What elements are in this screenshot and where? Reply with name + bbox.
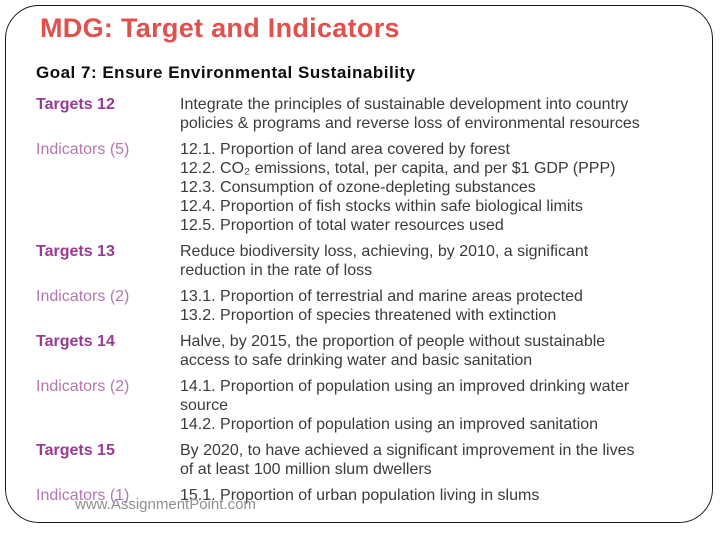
content-line: 13.1. Proportion of terrestrial and mari…	[180, 288, 583, 305]
table-row: Indicators (1) 15.1. Proportion of urban …	[36, 486, 714, 505]
goal-heading: Goal 7: Ensure Environmental Sustainabil…	[36, 63, 416, 82]
table-row: Targets 15 By 2020, to have achieved a si…	[36, 441, 714, 479]
table-row: Indicators (2) 14.1. Proportion of popula…	[36, 377, 714, 434]
content-line: Integrate the principles of sustainable …	[180, 96, 629, 113]
row-content: 13.1. Proportion of terrestrial and mari…	[180, 287, 714, 325]
content-line: of at least 100 million slum dwellers	[180, 461, 432, 478]
row-label: Indicators (2)	[36, 288, 130, 305]
table-row: Targets 14 Halve, by 2015, the proportion…	[36, 332, 714, 370]
row-content: Halve, by 2015, the proportion of people…	[180, 332, 714, 370]
row-label: Targets 13	[36, 243, 115, 260]
row-label: Targets 14	[36, 333, 115, 350]
table-row: Targets 12 Integrate the principles of su…	[36, 95, 714, 133]
row-label: Indicators (2)	[36, 378, 130, 395]
row-content: 15.1. Proportion of urban population liv…	[180, 486, 714, 505]
content-line: Reduce biodiversity loss, achieving, by …	[180, 243, 589, 260]
row-content: By 2020, to have achieved a significant …	[180, 441, 714, 479]
table-row: Targets 13 Reduce biodiversity loss, achi…	[36, 242, 714, 280]
content-line: 12.5. Proportion of total water resource…	[180, 217, 504, 234]
content-line: reduction in the rate of loss	[180, 262, 373, 279]
content-line: 14.2. Proportion of population using an …	[180, 416, 599, 433]
content-line: policies & programs and reverse loss of …	[180, 115, 640, 132]
row-label: Indicators (1)	[36, 487, 130, 504]
content-line: 12.1. Proportion of land area covered by…	[180, 141, 510, 158]
row-label: Indicators (5)	[36, 141, 130, 158]
content-line: By 2020, to have achieved a significant …	[180, 442, 635, 459]
row-label: Targets 12	[36, 96, 115, 113]
row-content: Integrate the principles of sustainable …	[180, 95, 714, 133]
content-line: access to safe drinking water and basic …	[180, 352, 533, 369]
watermark-text: www.AssignmentPoint.com	[75, 496, 256, 513]
slide-title: MDG: Target and Indicators	[40, 13, 400, 43]
content-line: 12.3. Consumption of ozone-depleting sub…	[180, 179, 536, 196]
slide-border	[5, 5, 713, 523]
content-line: 12.2. CO₂ emissions, total, per capita, …	[180, 160, 616, 177]
row-content: 14.1. Proportion of population using an …	[180, 377, 714, 434]
row-content: 12.1. Proportion of land area covered by…	[180, 140, 714, 235]
content-line: source	[180, 397, 229, 414]
content-line: Halve, by 2015, the proportion of people…	[180, 333, 606, 350]
content-line: 15.1. Proportion of urban population liv…	[180, 487, 540, 504]
table-row: Indicators (5) 12.1. Proportion of land a…	[36, 140, 714, 235]
content-line: 12.4. Proportion of fish stocks within s…	[180, 198, 583, 215]
row-content: Reduce biodiversity loss, achieving, by …	[180, 242, 714, 280]
content-line: 13.2. Proportion of species threatened w…	[180, 307, 557, 324]
content-line: 14.1. Proportion of population using an …	[180, 378, 630, 395]
table-row: Indicators (2) 13.1. Proportion of terres…	[36, 287, 714, 325]
targets-table: Targets 12 Integrate the principles of su…	[36, 95, 714, 512]
row-label: Targets 15	[36, 442, 115, 459]
